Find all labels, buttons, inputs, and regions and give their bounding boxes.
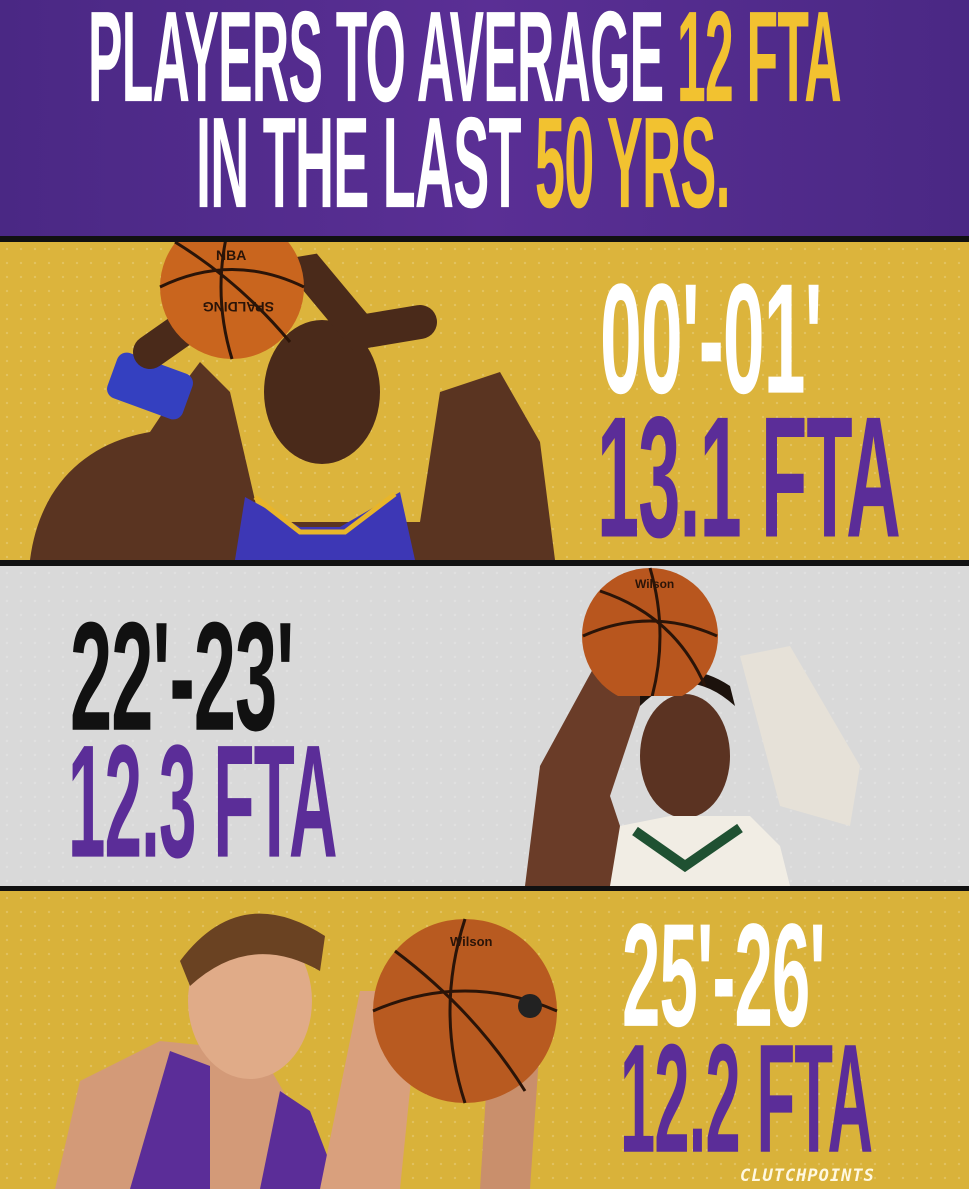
fta-value: 12.3 FTA — [68, 711, 338, 886]
ball-brand-text: Wilson — [635, 577, 674, 591]
wristband — [107, 352, 193, 420]
season-label: 22'-23' — [70, 590, 294, 764]
season-label: 25'-26' — [622, 892, 826, 1058]
player-photo-2 — [525, 646, 860, 886]
entry-panel-2: 22'-23' 12.3 FTA Wilson — [0, 566, 969, 886]
entry-panel-3: Wilson 25'-26' 12.2 FTA — [0, 891, 969, 1189]
fta-value: 13.1 FTA — [597, 381, 901, 560]
basketball-icon: NBA SPALDING — [159, 242, 305, 360]
ball-brand-text: SPALDING — [203, 299, 274, 315]
header-banner: PLAYERS TO AVERAGE 12 FTA IN THE LAST 50… — [0, 0, 969, 236]
ball-brand-text: Wilson — [450, 934, 493, 949]
basketball-icon: Wilson — [372, 918, 558, 1104]
headline-text: PLAYERS TO AVERAGE — [88, 0, 664, 129]
brand-logo: CLUTCHPOINTS — [740, 1166, 875, 1186]
headline-text: IN THE LAST — [196, 90, 522, 235]
season-label: 00'-01' — [600, 250, 822, 426]
headline-highlight: 50 YRS. — [534, 90, 731, 235]
basketball-icon: Wilson — [582, 567, 718, 696]
player-photo-3 — [55, 913, 540, 1189]
headline-highlight: 12 FTA — [676, 0, 842, 129]
ball-league-text: NBA — [216, 247, 246, 263]
entry-panel-1: NBA SPALDING 00'-01' 13.1 FTA — [0, 242, 969, 560]
headline-line-1: PLAYERS TO AVERAGE 12 FTA — [88, 0, 842, 121]
fta-value: 12.2 FTA — [620, 1012, 873, 1186]
headline-line-2: IN THE LAST 50 YRS. — [196, 98, 731, 227]
